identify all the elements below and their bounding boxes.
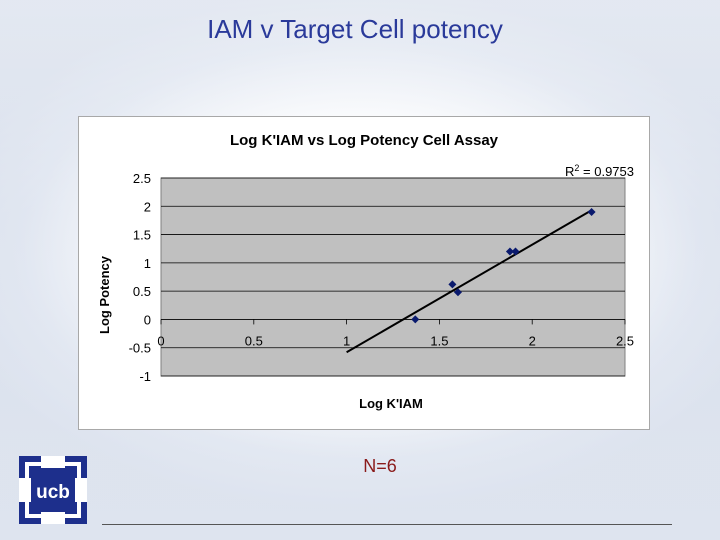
r-squared-r: R bbox=[565, 164, 574, 179]
chart-title: Log K'IAM vs Log Potency Cell Assay bbox=[230, 132, 499, 149]
x-axis-title: Log K'IAM bbox=[359, 396, 423, 411]
y-tick-label: 1.5 bbox=[133, 228, 151, 243]
data-point bbox=[411, 315, 420, 324]
footer-rule bbox=[102, 524, 672, 525]
y-tick-label: 1 bbox=[144, 256, 151, 271]
x-tick-label: 2.5 bbox=[616, 333, 634, 348]
y-tick-label: 0 bbox=[144, 312, 151, 327]
y-tick-label: 0.5 bbox=[133, 284, 151, 299]
r-squared-value: = 0.9753 bbox=[579, 164, 634, 179]
data-point bbox=[448, 280, 457, 289]
data-point bbox=[505, 247, 514, 256]
chart-container: Log K'IAM vs Log Potency Cell Assay R2 =… bbox=[78, 116, 650, 430]
y-axis-title: Log Potency bbox=[97, 255, 112, 334]
data-point bbox=[587, 207, 596, 216]
ucb-logo-mark: ucb bbox=[19, 456, 87, 524]
y-tick-label: -0.5 bbox=[129, 341, 151, 356]
data-points bbox=[411, 207, 596, 324]
x-tick-label: 0 bbox=[157, 333, 164, 348]
x-tick-label: 2 bbox=[529, 333, 536, 348]
data-point bbox=[453, 288, 462, 297]
y-tick-label: 2 bbox=[144, 199, 151, 214]
y-tick-labels: 2.5 2 1.5 1 0.5 0 -0.5 -1 bbox=[129, 171, 151, 384]
x-tick-label: 1.5 bbox=[430, 333, 448, 348]
plot-area bbox=[160, 177, 626, 377]
scatter-chart: Log K'IAM vs Log Potency Cell Assay R2 =… bbox=[97, 132, 634, 411]
x-tick-label: 1 bbox=[343, 333, 350, 348]
x-tick-label: 0.5 bbox=[245, 333, 263, 348]
x-tick-labels: 0 0.5 1 1.5 2 2.5 bbox=[157, 333, 634, 348]
svg-text:ucb: ucb bbox=[36, 482, 70, 503]
r-squared-sup: 2 bbox=[574, 163, 579, 173]
y-tick-label: 2.5 bbox=[133, 171, 151, 186]
y-tick-label: -1 bbox=[139, 369, 151, 384]
ucb-logo: ucb bbox=[19, 456, 87, 524]
r-squared-label: R2 = 0.9753 bbox=[565, 163, 634, 179]
sample-size-note: N=6 bbox=[363, 456, 397, 476]
trendline bbox=[346, 209, 593, 354]
slide-title: IAM v Target Cell potency bbox=[207, 14, 503, 44]
